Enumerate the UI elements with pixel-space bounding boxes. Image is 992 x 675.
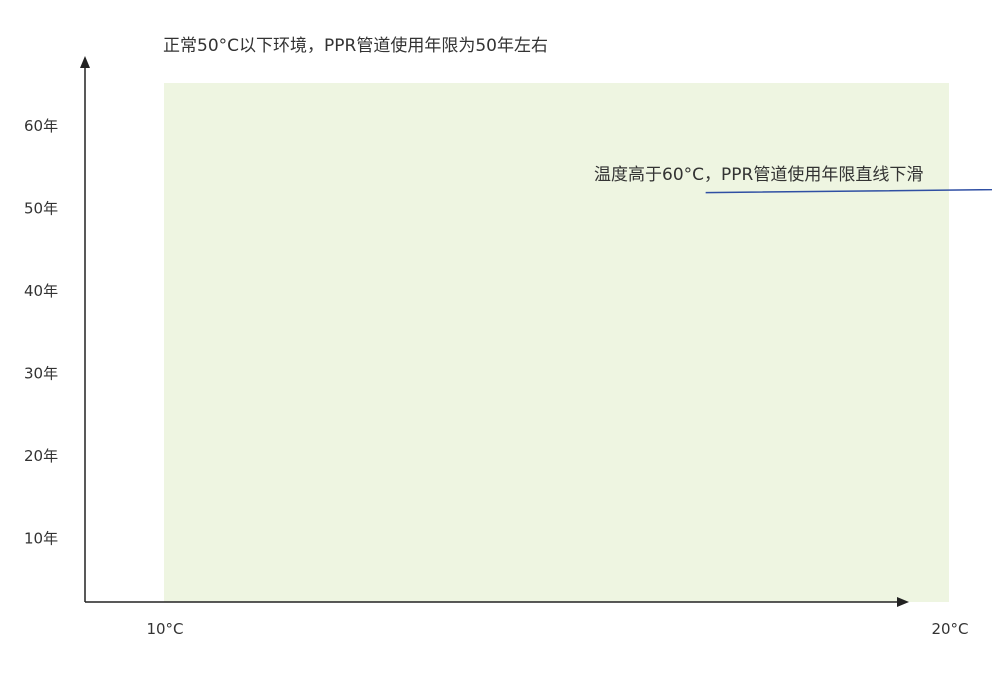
y-axis-arrow-icon <box>80 56 90 68</box>
y-tick-label: 60年 <box>24 117 58 135</box>
y-tick-labels: 60年 50年 40年 30年 20年 10年 <box>24 117 58 548</box>
y-tick-label: 20年 <box>24 447 58 465</box>
x-axis-arrow-icon <box>897 597 909 607</box>
x-tick-label: 10°C <box>146 620 183 638</box>
bands <box>164 83 949 602</box>
y-tick-label: 50年 <box>24 200 58 218</box>
annotation-right: 温度高于60°C，PPR管道使用年限直线下滑 <box>594 164 923 185</box>
y-tick-label: 40年 <box>24 282 58 300</box>
y-tick-label: 10年 <box>24 530 58 548</box>
y-tick-label: 30年 <box>24 365 58 383</box>
band <box>164 83 949 602</box>
x-tick-labels: 10°C20°C30°C40°C50°C60°C70°C80°C90°C <box>146 620 968 638</box>
x-tick-label: 20°C <box>931 620 968 638</box>
annotation-top: 正常50°C以下环境，PPR管道使用年限为50年左右 <box>163 35 548 56</box>
